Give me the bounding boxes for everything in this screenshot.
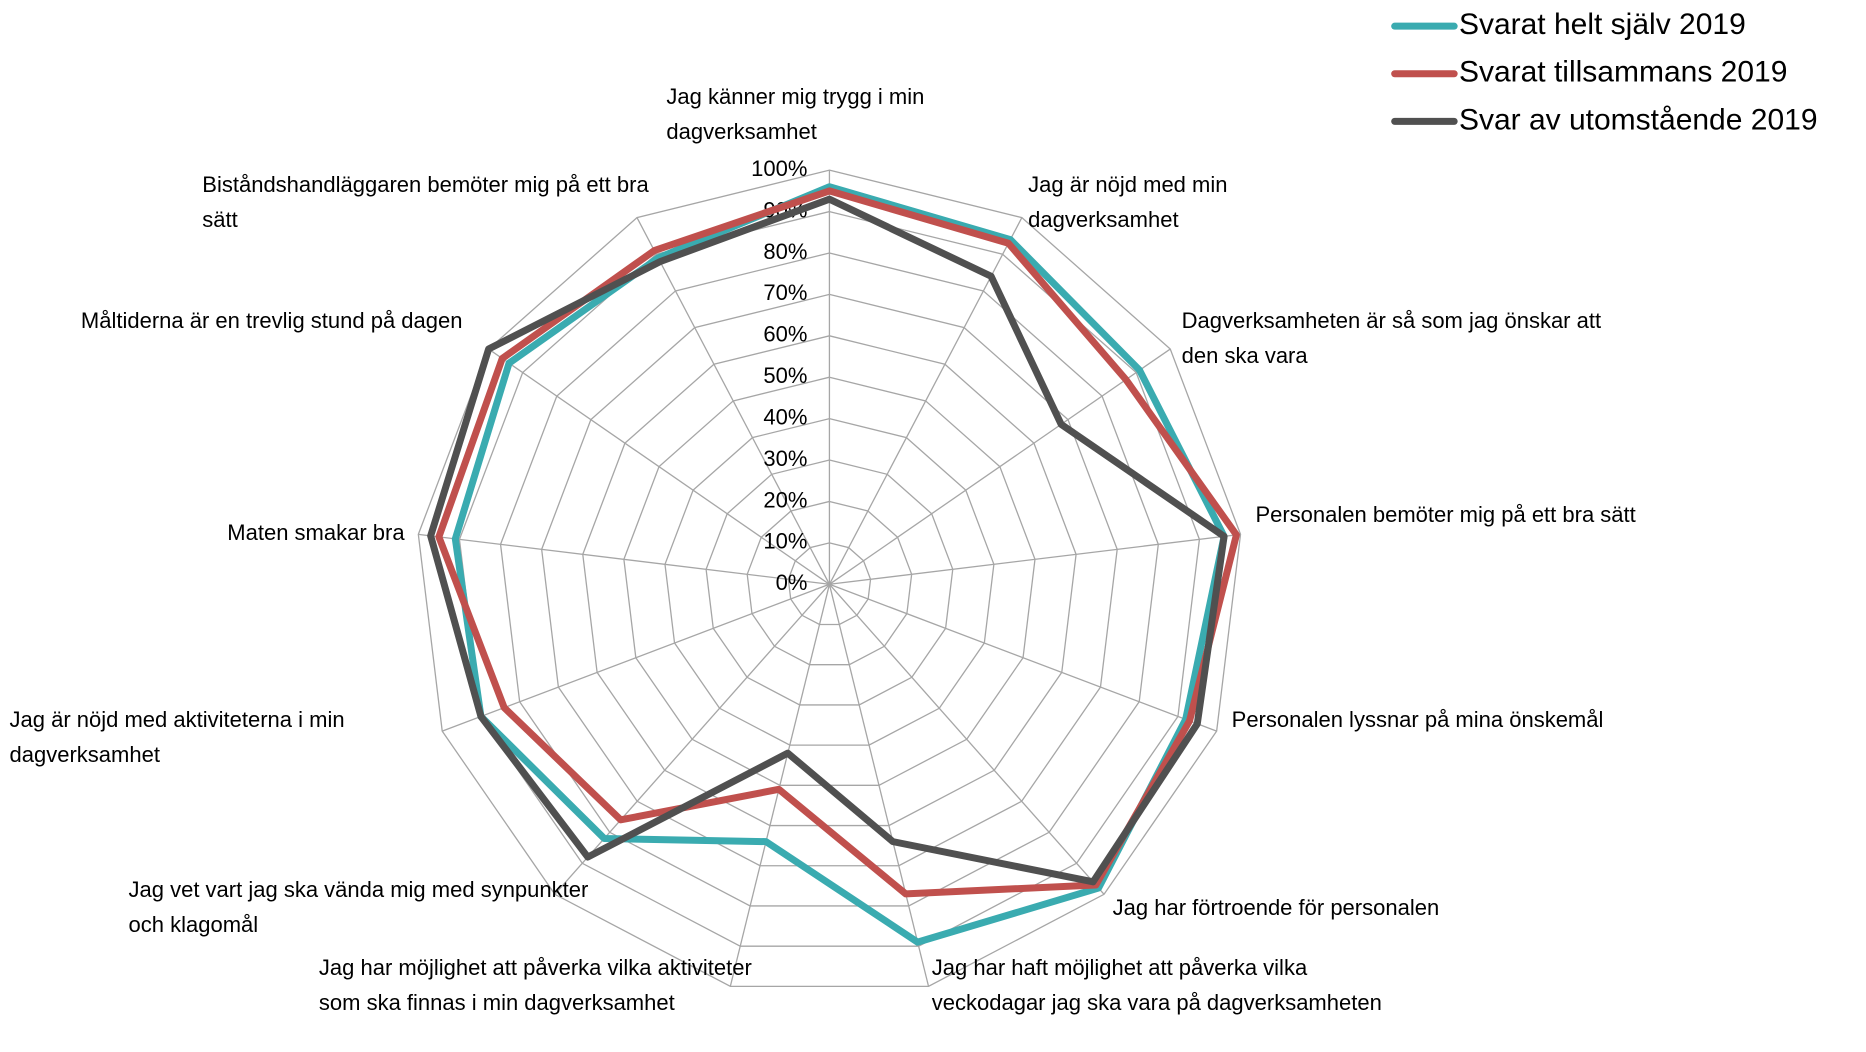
spoke <box>554 583 830 895</box>
r-tick-label: 80% <box>763 239 807 264</box>
r-tick-label: 10% <box>763 529 807 554</box>
spoke <box>829 583 1217 732</box>
grid-ring <box>499 252 1159 907</box>
grid-ring <box>582 335 1077 827</box>
category-label: Maten smakar bra <box>227 520 405 546</box>
category-label: Jag vet vart jag ska vända mig med synpu… <box>128 877 589 938</box>
r-tick-label: 60% <box>763 322 807 347</box>
grid-ring <box>787 542 872 626</box>
spoke <box>418 533 830 585</box>
grid-ring <box>458 210 1201 947</box>
grid-ring <box>664 417 995 746</box>
spoke <box>828 584 930 987</box>
category-label: Måltiderna är en trevlig stund på dagen <box>80 308 463 334</box>
spoke <box>636 217 831 585</box>
series-line <box>427 195 1228 886</box>
series-line <box>451 183 1228 946</box>
category-label: Jag har haft möjlighet att påverka vilka… <box>931 954 1382 1015</box>
category-label: Jag har möjlighet att påverka vilka akti… <box>318 954 752 1015</box>
category-label: Jag har förtroende för personalen <box>1112 895 1440 921</box>
spoke <box>488 348 830 585</box>
r-tick-label: 50% <box>763 363 807 388</box>
category-label: Jag är nöjd med aktiviteterna i min dagv… <box>9 707 345 768</box>
grid-ring <box>540 293 1118 867</box>
r-tick-label: 40% <box>763 404 807 429</box>
category-label: Jag känner mig trygg i min dagverksamhet <box>666 83 925 144</box>
legend-label: Svarat helt själv 2019 <box>1459 8 1746 41</box>
r-tick-label: 0% <box>776 570 808 595</box>
category-label: Biståndshandläggaren bemöter mig på ett … <box>202 171 649 232</box>
r-tick-label: 30% <box>763 446 807 471</box>
spoke <box>828 217 1023 585</box>
legend-label: Svar av utomstående 2019 <box>1459 103 1818 136</box>
grid-ring <box>746 500 913 666</box>
grid-ring <box>705 459 954 706</box>
category-label: Personalen bemöter mig på ett bra sätt <box>1255 502 1636 528</box>
spoke <box>729 584 831 987</box>
series-line <box>435 187 1240 898</box>
category-label: Personalen lyssnar på mina önskemål <box>1231 707 1604 733</box>
category-label: Dagverksamheten är så som jag önskar att… <box>1181 308 1602 369</box>
r-tick-label: 20% <box>763 487 807 512</box>
spoke <box>828 583 1105 895</box>
spoke <box>829 533 1241 585</box>
r-tick-label: 100% <box>751 156 807 181</box>
legend-label: Svarat tillsammans 2019 <box>1459 56 1787 89</box>
r-tick-label: 70% <box>763 280 807 305</box>
spoke <box>829 348 1171 585</box>
category-label: Jag är nöjd med min dagverksamhet <box>1028 171 1228 232</box>
spoke <box>441 583 830 732</box>
